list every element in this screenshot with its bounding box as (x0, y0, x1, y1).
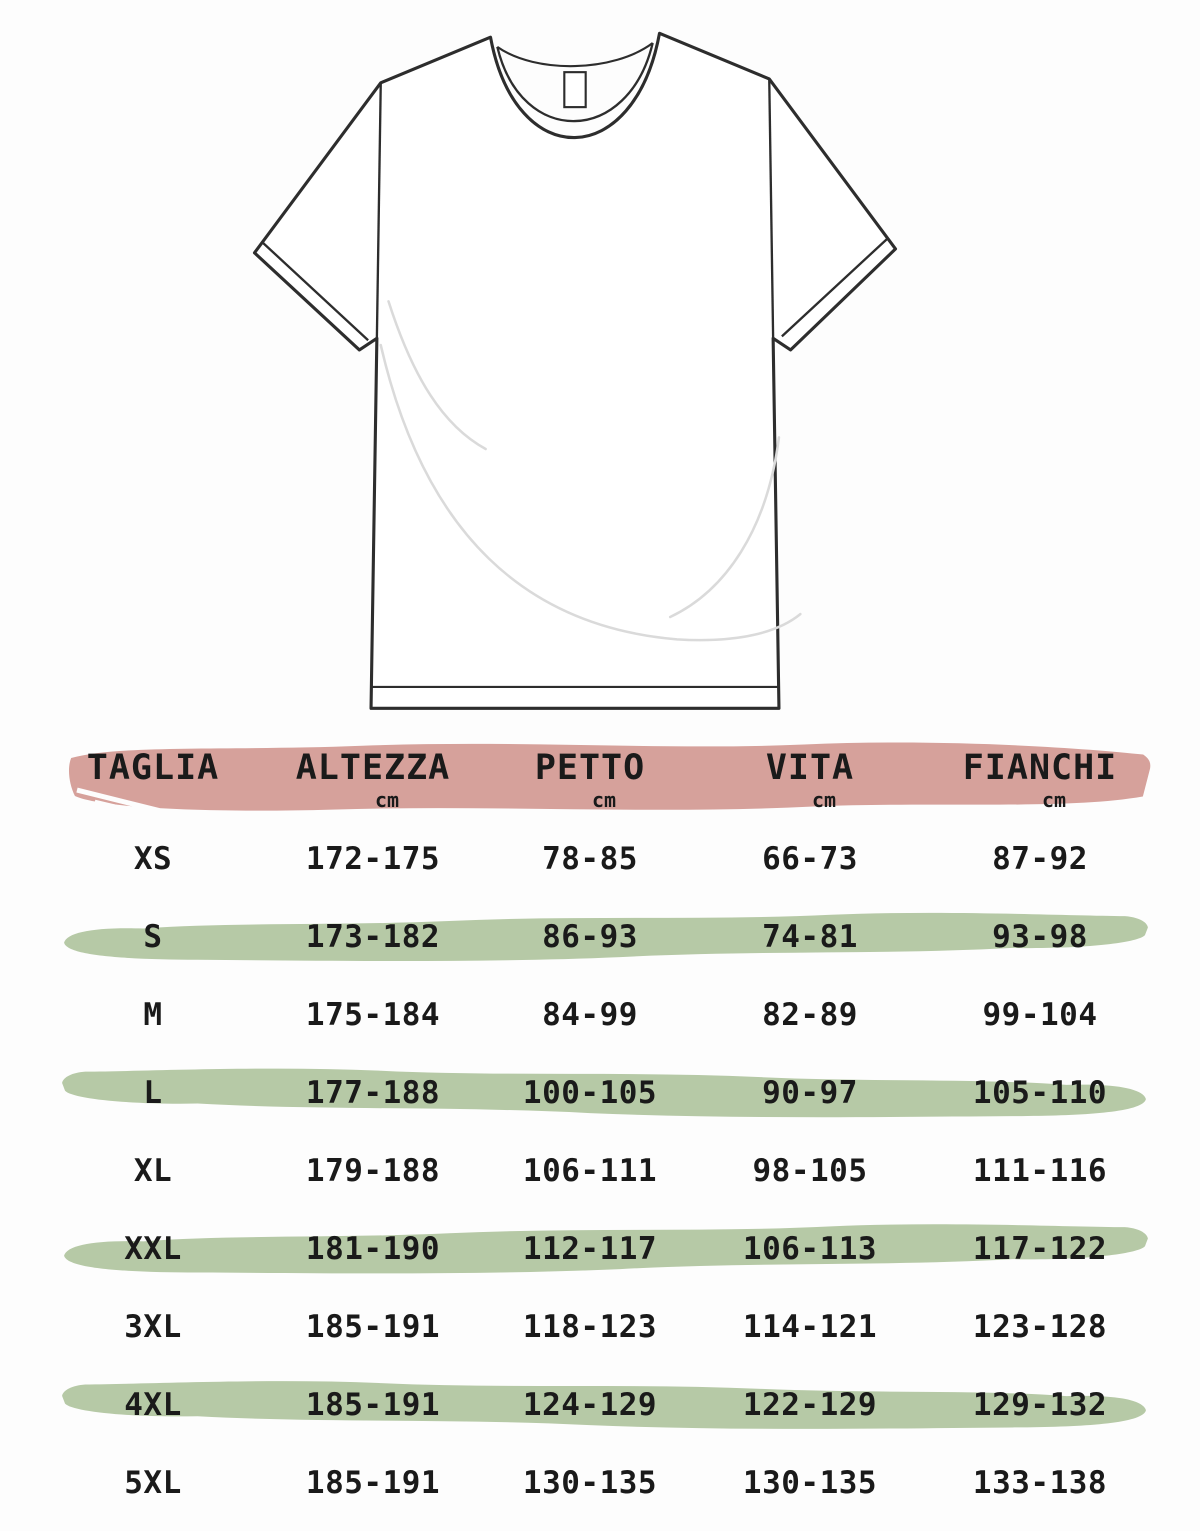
unit-label: cm (1041, 787, 1067, 812)
cell-altezza: 185-191 (305, 1465, 441, 1501)
cell-petto: 86-93 (542, 919, 638, 955)
header-cell-taglia: TAGLIA (55, 740, 251, 820)
cell-petto: 130-135 (522, 1465, 658, 1501)
cell-altezza: 181-190 (305, 1231, 441, 1267)
tshirt-backneck (496, 42, 654, 68)
tshirt-armhole-seam-right (768, 78, 775, 339)
tshirt-wrinkle-lines (379, 300, 802, 642)
column-header-label: ALTEZZA (295, 747, 451, 788)
size-row-3xl: 3XL 185-191 118-123 114-121 123-128 (55, 1288, 1145, 1366)
tshirt-armhole-seam-left (375, 82, 382, 339)
header-cell-petto: PETTO cm (495, 740, 685, 820)
cell-size-label: 4XL (124, 1387, 182, 1423)
cell-fianchi: 99-104 (982, 997, 1098, 1033)
cell-vita: 122-129 (742, 1387, 878, 1423)
cell-vita: 114-121 (742, 1309, 878, 1345)
cell-altezza: 173-182 (305, 919, 441, 955)
cell-vita: 98-105 (752, 1153, 868, 1189)
size-row-l: L 177-188 100-105 90-97 105-110 (55, 1054, 1147, 1132)
cell-fianchi: 87-92 (992, 841, 1088, 877)
tshirt-collar-inner (496, 42, 654, 123)
cell-fianchi: 117-122 (972, 1231, 1108, 1267)
cell-fianchi: 111-116 (972, 1153, 1108, 1189)
unit-label: cm (811, 787, 837, 812)
cell-vita: 90-97 (762, 1075, 858, 1111)
cell-petto: 84-99 (542, 997, 638, 1033)
cell-size-label: 3XL (124, 1309, 182, 1345)
tshirt-body-outline (252, 31, 898, 710)
cell-vita: 82-89 (762, 997, 858, 1033)
cell-petto: 106-111 (522, 1153, 658, 1189)
cell-altezza: 185-191 (305, 1309, 441, 1345)
tshirt-cuff-right (781, 238, 888, 338)
cell-size-label: XXL (124, 1231, 182, 1267)
cell-size-label: 5XL (124, 1465, 182, 1501)
unit-label: cm (374, 787, 400, 812)
cell-size-label: S (143, 919, 163, 955)
size-row-s: S 173-182 86-93 74-81 93-98 (55, 898, 1149, 976)
cell-fianchi: 93-98 (992, 919, 1088, 955)
cell-altezza: 172-175 (305, 841, 441, 877)
size-row-xxl: XXL 181-190 112-117 106-113 117-122 (55, 1210, 1149, 1288)
cell-fianchi: 133-138 (972, 1465, 1108, 1501)
cell-petto: 124-129 (522, 1387, 658, 1423)
header-cell-vita: VITA cm (685, 740, 935, 820)
size-row-4xl: 4XL 185-191 124-129 122-129 129-132 (55, 1366, 1147, 1444)
cell-fianchi: 105-110 (972, 1075, 1108, 1111)
cell-petto: 118-123 (522, 1309, 658, 1345)
size-row-xs: XS 172-175 78-85 66-73 87-92 (55, 820, 1145, 898)
column-header-label: VITA (765, 747, 855, 788)
size-chart-table: TAGLIA ALTEZZA cm PETTO cm VITA cm FIANCHI cm XS… (55, 740, 1145, 1522)
unit-label: cm (591, 787, 617, 812)
cell-fianchi: 123-128 (972, 1309, 1108, 1345)
cell-size-label: XS (133, 841, 173, 877)
cell-size-label: XL (133, 1153, 173, 1189)
cell-size-label: L (143, 1075, 163, 1111)
cell-fianchi: 129-132 (972, 1387, 1108, 1423)
table-header-row: TAGLIA ALTEZZA cm PETTO cm VITA cm FIANCHI cm (55, 740, 1145, 820)
cell-vita: 106-113 (742, 1231, 878, 1267)
cell-petto: 78-85 (542, 841, 638, 877)
column-header-label: FIANCHI (962, 747, 1118, 788)
header-cell-fianchi: FIANCHI cm (935, 740, 1145, 820)
size-row-5xl: 5XL 185-191 130-135 130-135 133-138 (55, 1444, 1145, 1522)
column-header-label: PETTO (534, 747, 646, 788)
cell-size-label: M (143, 997, 163, 1033)
tshirt-cuff-left (262, 242, 369, 342)
cell-petto: 100-105 (522, 1075, 658, 1111)
tshirt-neck-label (563, 71, 587, 109)
cell-vita: 130-135 (742, 1465, 878, 1501)
cell-petto: 112-117 (522, 1231, 658, 1267)
tshirt-illustration (252, 31, 898, 710)
size-row-xl: XL 179-188 106-111 98-105 111-116 (55, 1132, 1145, 1210)
cell-vita: 66-73 (762, 841, 858, 877)
cell-altezza: 175-184 (305, 997, 441, 1033)
cell-vita: 74-81 (762, 919, 858, 955)
cell-altezza: 179-188 (305, 1153, 441, 1189)
table-rows: XS 172-175 78-85 66-73 87-92 S 173-182 86-93 74-… (55, 820, 1149, 1522)
cell-altezza: 185-191 (305, 1387, 441, 1423)
header-cell-altezza: ALTEZZA cm (251, 740, 495, 820)
cell-altezza: 177-188 (305, 1075, 441, 1111)
size-row-m: M 175-184 84-99 82-89 99-104 (55, 976, 1145, 1054)
column-header-label: TAGLIA (86, 747, 220, 788)
